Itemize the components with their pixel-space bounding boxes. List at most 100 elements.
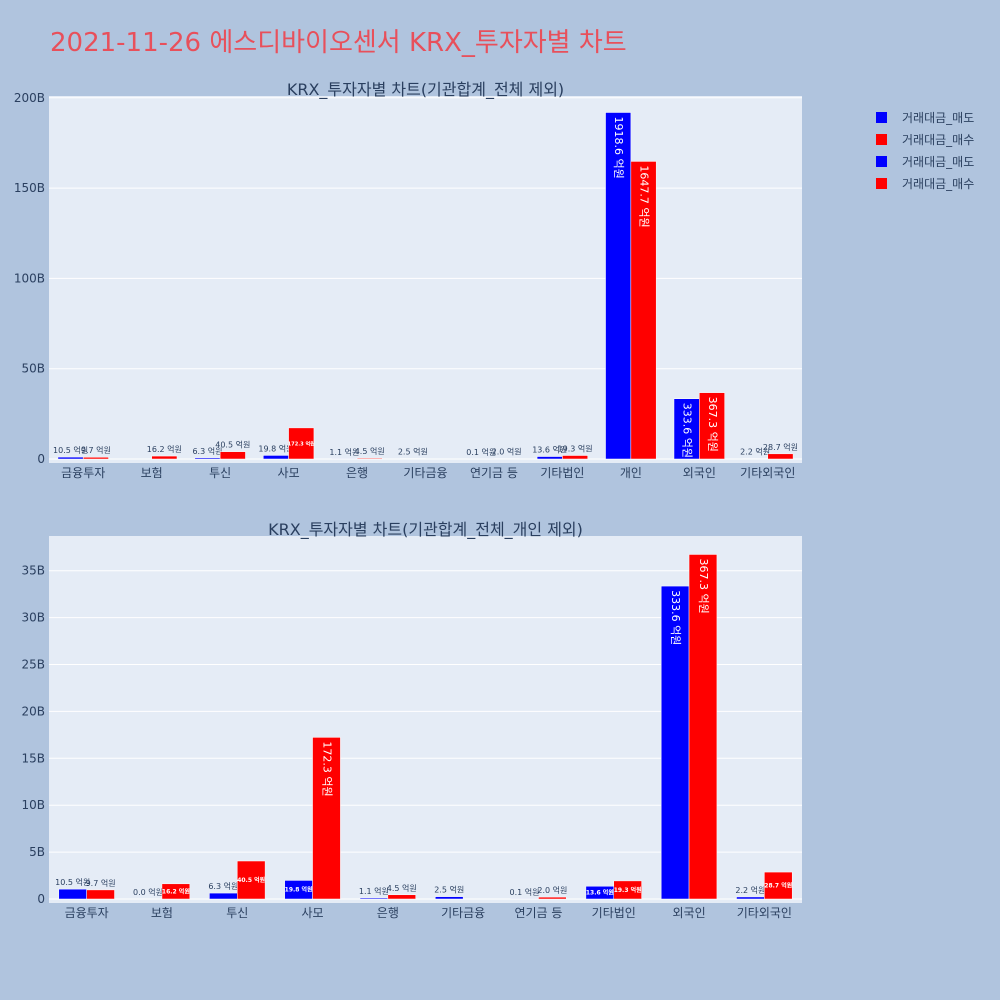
- data-label: 1.1 억원: [359, 886, 389, 896]
- data-label: 172.3 억원: [320, 741, 333, 796]
- data-label: 1918.6 억원: [612, 117, 625, 179]
- x-tick-label: 기타외국인: [740, 466, 795, 480]
- y-tick-label: 10B: [21, 798, 45, 812]
- y-tick-label: 200B: [14, 91, 45, 105]
- bar-buy: [237, 860, 266, 900]
- x-tick-label: 투신: [226, 906, 248, 920]
- data-label: 13.6 억원: [586, 889, 614, 897]
- data-label: 1.1 억원: [329, 447, 359, 457]
- data-label: 367.3 억원: [706, 397, 719, 452]
- data-label: 172.3 억원: [288, 440, 316, 447]
- legend-item[interactable]: 거래대금_매수: [876, 172, 974, 194]
- data-label: 0.0 억원: [133, 887, 163, 897]
- bar-buy: [288, 427, 315, 460]
- data-label: 40.5 억원: [215, 440, 250, 450]
- data-label: 28.7 억원: [763, 442, 798, 452]
- bar-buy: [219, 451, 246, 460]
- y-tick-label: 100B: [14, 271, 45, 285]
- chart-title: KRX_투자자별 차트(기관합계_전체 제외): [287, 80, 564, 100]
- legend: 거래대금_매도 거래대금_매수 거래대금_매도 거래대금_매수: [876, 106, 974, 194]
- legend-label: 거래대금_매수: [902, 132, 975, 147]
- bar-buy: [151, 455, 178, 460]
- data-label: 16.2 억원: [147, 444, 182, 454]
- y-tick-label: 25B: [21, 658, 45, 672]
- data-label: 13.6 억원: [532, 445, 567, 455]
- bar-sell: [263, 455, 289, 460]
- x-tick-label: 사모: [278, 466, 300, 480]
- chart-2: 0 5B 10B 15B 20B 25B 30B 35B KRX_투자자별 차트(기관합계_전체…: [21, 520, 802, 920]
- bar-sell: [58, 888, 87, 900]
- x-tick-label: 금융투자: [61, 466, 105, 480]
- bar-sell: [605, 112, 632, 460]
- y-tick-label: 50B: [21, 362, 45, 376]
- page-title: 2021-11-26 에스디바이오센서 KRX_투자자별 차트: [50, 28, 627, 58]
- bar-buy: [764, 871, 793, 900]
- bar-buy: [538, 896, 567, 900]
- data-label: 6.3 억원: [192, 446, 222, 456]
- legend-label: 거래대금_매수: [902, 176, 975, 191]
- x-tick-label: 기타금융: [403, 466, 447, 480]
- x-tick-label: 보험: [151, 906, 173, 920]
- x-tick-label: 사모: [302, 906, 324, 920]
- bar-sell: [536, 456, 563, 460]
- legend-item[interactable]: 거래대금_매도: [876, 106, 974, 128]
- y-tick-label: 5B: [29, 845, 45, 859]
- legend-swatch: [876, 111, 887, 123]
- data-label: 2.2 억원: [740, 447, 770, 457]
- x-tick-label: 은행: [346, 465, 368, 480]
- data-label: 4.5 억원: [387, 883, 417, 893]
- legend-item[interactable]: 거래대금_매수: [876, 128, 974, 150]
- data-label: 19.8 억원: [258, 443, 293, 453]
- legend-label: 거래대금_매도: [902, 110, 975, 125]
- bar-buy: [688, 554, 718, 900]
- data-label: 19.3 억원: [614, 886, 642, 894]
- bar-buy: [161, 883, 191, 900]
- x-tick-label: 외국인: [672, 906, 705, 920]
- data-label: 2.0 억원: [537, 885, 567, 895]
- data-label: 367.3 억원: [697, 558, 710, 613]
- data-label: 9.7 억원: [81, 445, 111, 455]
- x-tick-label: 기타법인: [592, 906, 636, 920]
- data-label: 333.6 억원: [669, 590, 682, 645]
- x-tick-label: 보험: [141, 466, 163, 480]
- x-tick-label: 은행: [377, 905, 399, 920]
- y-tick-label: 30B: [21, 611, 45, 625]
- bar-buy: [767, 453, 794, 460]
- x-tick-label: 연기금 등: [470, 466, 518, 480]
- data-label: 28.7 억원: [764, 882, 792, 890]
- data-label: 19.8 억원: [285, 886, 313, 894]
- data-label: 1647.7 억원: [638, 165, 651, 227]
- data-label: 19.3 억원: [558, 444, 593, 454]
- data-label: 40.5 억원: [237, 876, 265, 884]
- legend-swatch: [876, 133, 887, 145]
- bar-buy: [82, 456, 109, 460]
- data-label: 333.6 억원: [681, 403, 694, 458]
- x-tick-label: 기타법인: [540, 466, 584, 480]
- data-label: 2.5 억원: [434, 885, 464, 895]
- bar-sell: [194, 457, 221, 460]
- legend-label: 거래대금_매도: [902, 154, 975, 169]
- x-tick-label: 연기금 등: [514, 906, 562, 920]
- legend-item[interactable]: 거래대금_매도: [876, 150, 974, 172]
- bar-buy: [86, 889, 115, 900]
- bar-sell: [736, 896, 765, 900]
- x-tick-label: 기타외국인: [737, 906, 792, 920]
- data-label: 16.2 억원: [162, 887, 190, 895]
- data-label: 9.7 억원: [86, 878, 116, 888]
- data-label: 10.5 억원: [55, 877, 90, 887]
- x-tick-label: 금융투자: [65, 906, 109, 920]
- y-tick-label: 0: [37, 452, 45, 466]
- bar-buy: [387, 894, 416, 900]
- x-tick-label: 개인: [620, 466, 642, 480]
- data-label: 0.1 억원: [510, 887, 540, 897]
- bar-buy: [312, 737, 341, 900]
- data-label: 2.2 억원: [735, 885, 765, 895]
- bar-buy: [630, 161, 657, 460]
- bar-buy: [699, 392, 725, 460]
- bar-sell: [435, 896, 464, 900]
- y-tick-label: 20B: [21, 704, 45, 718]
- bar-buy: [613, 880, 642, 900]
- data-label: 10.5 억원: [53, 445, 88, 455]
- bar-buy: [356, 457, 383, 460]
